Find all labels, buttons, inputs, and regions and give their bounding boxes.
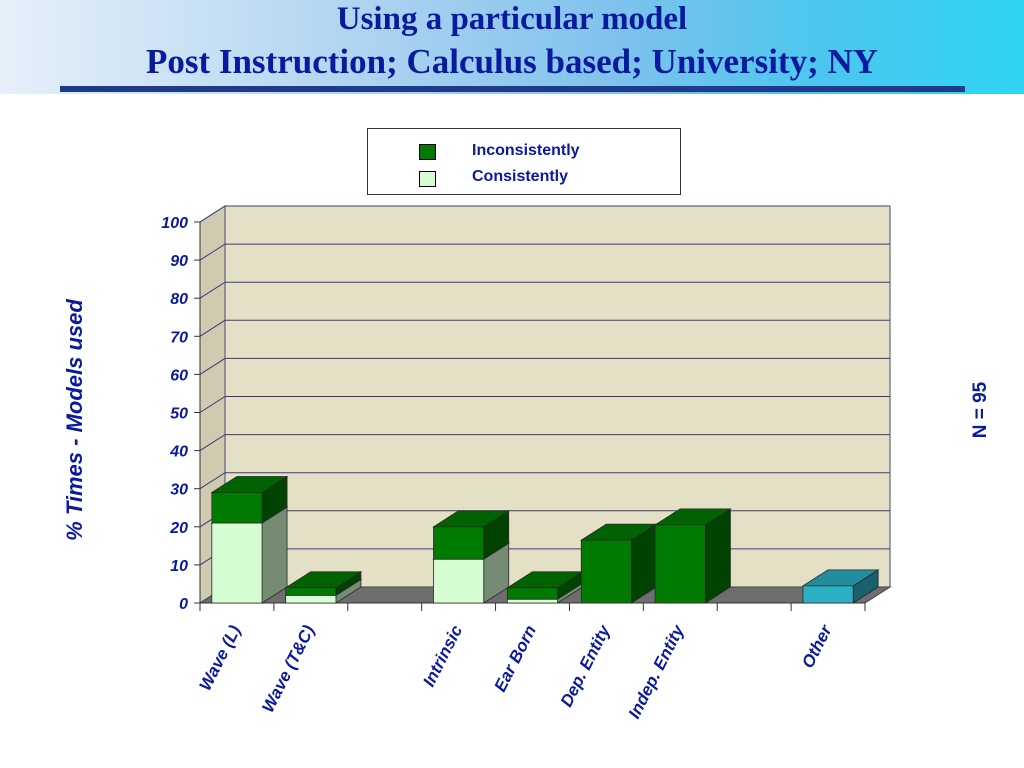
bar-ear-born-consistently-front <box>506 598 559 604</box>
bar-intrinsic-inconsistently-front <box>433 526 485 560</box>
title-banner <box>0 0 1024 94</box>
legend-label-consistently: Consistently <box>472 168 569 185</box>
title-underline <box>60 86 965 92</box>
bar-ear-born-inconsistently <box>506 571 584 600</box>
gridline-70 <box>199 319 890 337</box>
gridline-50 <box>199 396 890 413</box>
bar-intrinsic-inconsistently <box>432 510 511 560</box>
x-tick-label-other: Other <box>798 621 836 671</box>
bar-indep-entity-inconsistently-side <box>705 508 731 604</box>
gridline-100 <box>199 205 890 223</box>
gridline-60 <box>199 357 890 375</box>
chart-legend: Inconsistently Consistently <box>367 128 681 195</box>
bar-wave-t-c-consistently-front <box>285 594 337 604</box>
x-tick-label-ear-born: Ear Born <box>491 622 541 695</box>
y-tick-label-30: 30 <box>170 482 188 499</box>
bar-wave-t-c-inconsistently-front <box>285 587 337 596</box>
x-tick-label-intrinsic: Intrinsic <box>419 622 466 690</box>
bar-wave-l-inconsistently <box>210 475 289 524</box>
x-tick-label-indep-entity: Indep. Entity <box>625 621 689 722</box>
bar-other-inconsistently <box>801 569 880 604</box>
bar-intrinsic-consistently-front <box>433 558 485 604</box>
bar-wave-l-inconsistently-front <box>211 492 263 524</box>
gridline-30 <box>199 472 890 490</box>
gridline-90 <box>199 243 890 261</box>
legend-swatch-consistently <box>419 171 436 187</box>
x-tick-label-wave-l: Wave (L) <box>196 622 245 694</box>
bar-wave-l-consistently-side <box>261 506 288 604</box>
y-tick-label-60: 60 <box>170 367 188 384</box>
legend-label-inconsistently: Inconsistently <box>472 142 580 159</box>
bar-ear-born-inconsistently-front <box>506 587 559 600</box>
bar-wave-l-consistently-front <box>211 522 263 604</box>
y-tick-label-20: 20 <box>169 520 188 537</box>
bar-indep-entity-inconsistently-front <box>654 524 706 604</box>
bar-dep-entity-inconsistently-front <box>580 539 632 604</box>
y-tick-label-40: 40 <box>169 444 188 461</box>
gridline-80 <box>199 281 890 299</box>
page-subtitle: Post Instruction; Calculus based; Univer… <box>145 42 879 81</box>
y-tick-label-10: 10 <box>170 558 188 575</box>
y-tick-label-0: 0 <box>179 596 188 613</box>
bar-other-inconsistently-front <box>802 585 854 604</box>
y-tick-label-80: 80 <box>170 291 188 308</box>
gridline-40 <box>199 434 890 452</box>
y-tick-label-90: 90 <box>170 253 188 270</box>
page-title: Using a particular model <box>336 1 688 37</box>
x-tick-label-dep-entity: Dep. Entity <box>557 621 615 710</box>
y-tick-label-70: 70 <box>170 329 188 346</box>
bar-indep-entity-inconsistently <box>653 508 732 604</box>
y-tick-label-50: 50 <box>170 406 188 423</box>
bar-wave-t-c-inconsistently <box>284 571 363 597</box>
y-tick-label-100: 100 <box>161 215 188 232</box>
legend-swatch-inconsistently <box>419 144 436 160</box>
x-tick-label-wave-t-c: Wave (T&C) <box>258 622 318 716</box>
bar-dep-entity-inconsistently <box>579 523 658 604</box>
